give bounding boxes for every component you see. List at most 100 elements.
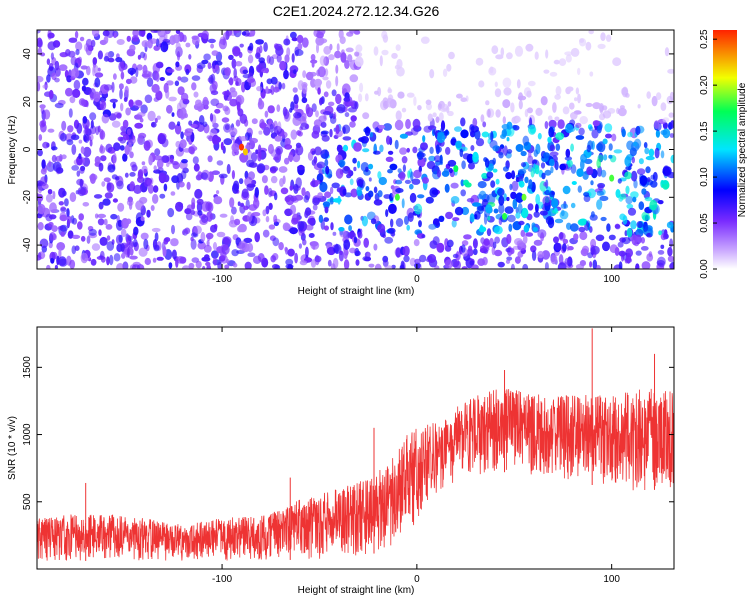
heatmap-cell [284, 157, 290, 165]
heatmap-cell [51, 146, 58, 151]
heatmap-cell [191, 82, 197, 91]
heatmap-cell [201, 215, 209, 223]
heatmap-cell [104, 192, 113, 199]
heatmap-cell [75, 41, 83, 51]
heatmap-cell [146, 209, 151, 218]
heatmap-cell [89, 139, 93, 147]
heatmap-cell [471, 264, 479, 269]
heatmap-cell [231, 143, 240, 153]
heatmap-cell [175, 201, 184, 212]
heatmap-cell [498, 217, 503, 226]
heatmap-cell [382, 259, 389, 267]
heatmap-cell [156, 115, 161, 120]
heatmap-cell [335, 124, 340, 135]
heatmap-cell [599, 195, 609, 202]
heatmap-cell [333, 244, 342, 254]
heatmap-cell [472, 238, 478, 249]
heatmap-cell [245, 83, 250, 89]
colorbar-tick-label: 0.15 [699, 121, 710, 141]
heatmap-cell [329, 128, 333, 138]
heatmap-cell [570, 47, 580, 57]
heatmap-cell [544, 262, 549, 269]
heatmap-cell [47, 189, 53, 195]
heatmap-cell [608, 143, 613, 151]
heatmap-cell [322, 201, 331, 207]
heatmap-cell [270, 76, 278, 85]
heatmap-cell [440, 120, 446, 131]
heatmap-cell [616, 107, 620, 114]
heatmap-cell [280, 187, 289, 195]
heatmap-cell [238, 51, 243, 59]
heatmap-cell [548, 127, 555, 138]
snr-x-tick-label: 0 [414, 574, 420, 585]
heatmap-cell [502, 77, 512, 88]
heatmap-hotspot [394, 193, 400, 201]
heatmap-cell [259, 45, 263, 54]
heatmap-cell [133, 184, 143, 194]
heatmap-cell [433, 155, 442, 163]
heatmap-cell [257, 253, 265, 262]
heatmap-cell [116, 180, 124, 190]
heatmap-cell [409, 183, 414, 190]
heatmap-cell [166, 162, 170, 168]
heatmap-cell [410, 171, 414, 182]
heatmap-cell [128, 240, 134, 249]
heatmap-cell [595, 234, 605, 242]
heatmap-cell [120, 102, 124, 112]
heatmap-cell [554, 218, 564, 224]
heatmap-cell [578, 127, 585, 136]
heatmap-cell [663, 229, 668, 238]
heatmap-cell [124, 85, 129, 96]
heatmap-cell [356, 177, 364, 185]
heatmap-cell [316, 43, 319, 54]
heatmap-cell [528, 151, 532, 158]
heatmap-cell [528, 179, 533, 189]
heatmap-cell [164, 237, 171, 243]
heatmap-cell [264, 110, 269, 118]
heatmap-cell [48, 89, 54, 100]
heatmap-cell [360, 136, 370, 144]
heatmap-cell [185, 212, 193, 221]
heatmap-cell [357, 231, 363, 239]
heatmap-cell [293, 69, 297, 75]
heatmap-cell [77, 221, 83, 230]
heatmap-cell [316, 161, 326, 169]
heatmap-cell [531, 250, 537, 261]
heatmap-cell [600, 32, 606, 41]
heatmap-cell [201, 256, 211, 262]
heatmap-cell [197, 210, 203, 216]
heatmap-cell [258, 97, 263, 106]
heatmap-cell [120, 228, 127, 238]
heatmap-cell [166, 104, 173, 114]
heatmap-cell [384, 236, 394, 244]
heatmap-cell [327, 259, 332, 267]
heatmap-cell [90, 120, 94, 129]
heatmap-cell [498, 203, 505, 215]
heatmap-cell [414, 203, 423, 215]
heatmap-cell [178, 181, 185, 188]
heatmap-cell [516, 240, 524, 247]
heatmap-cell [638, 158, 644, 165]
colorbar-gradient [713, 30, 737, 269]
heatmap-cell [386, 135, 391, 145]
heatmap-cell [54, 102, 64, 109]
heatmap-cell [79, 167, 85, 174]
heatmap-cell [293, 94, 299, 105]
heatmap-cell [472, 151, 479, 163]
heatmap-cell [387, 150, 394, 155]
heatmap-cell [233, 180, 240, 192]
heatmap-cell [228, 54, 234, 61]
heatmap-cell [218, 173, 228, 179]
heatmap-cell [122, 119, 129, 129]
heatmap-cell [74, 245, 80, 251]
heatmap-cell [626, 140, 634, 151]
heatmap-cell [202, 121, 208, 128]
heatmap-cell [150, 38, 157, 44]
heatmap-cell [650, 180, 658, 188]
heatmap-cell [355, 44, 363, 53]
heatmap-cell [159, 193, 166, 199]
heatmap-cell [125, 107, 131, 116]
heatmap-cell [353, 236, 358, 244]
heatmap-cell [162, 246, 167, 257]
heatmap-cell [126, 218, 132, 225]
